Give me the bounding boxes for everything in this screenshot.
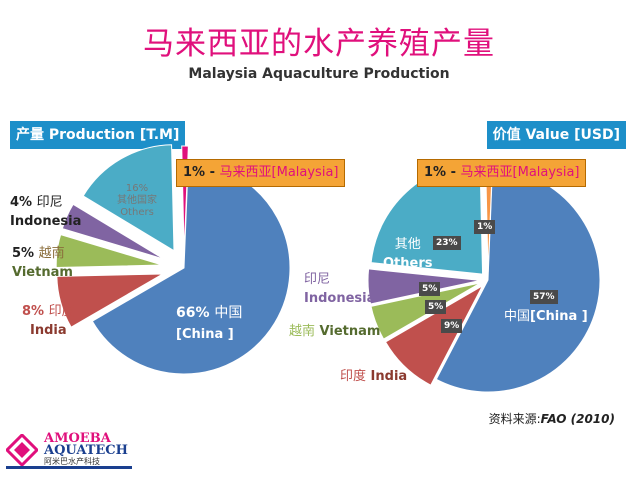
- logo-line1: AMOEBA: [44, 431, 111, 446]
- value-pct-vietnam: 5%: [425, 300, 447, 314]
- production-pie: [55, 144, 291, 375]
- value-pct-indonesia: 5%: [419, 282, 441, 296]
- value-label-china: 中国[China ]: [504, 309, 588, 324]
- pie-slice-indonesia: [61, 203, 165, 260]
- value-chart-title: 价值 Value [USD]: [486, 121, 626, 149]
- page-title: 马来西亚的水产养殖产量: [143, 26, 495, 62]
- pie-slice-others: [82, 144, 175, 252]
- value-malaysia-label: 马来西亚[Malaysia]: [460, 165, 580, 180]
- production-chart-title: 产量 Production [T.M]: [10, 121, 186, 149]
- pie-slice-vietnam: [55, 233, 163, 268]
- production-malaysia-label: 马来西亚[Malaysia]: [219, 165, 339, 180]
- production-malaysia-callout: 1% - 马来西亚[Malaysia]: [176, 159, 346, 187]
- logo-diamond-icon: [6, 434, 38, 466]
- source-note: 资料来源:FAO (2010): [488, 412, 615, 426]
- production-label-india: 8% 印度 India: [22, 304, 75, 338]
- production-label-indonesia: 4% 印尼 Indonesia: [10, 195, 82, 229]
- value-label-others: 其他 Others: [383, 237, 433, 271]
- value-pct-others: 23%: [433, 236, 461, 250]
- logo-line3: 阿米巴水产科技: [44, 457, 100, 466]
- value-label-indonesia: 印尼 Indonesia: [304, 272, 376, 306]
- page-subtitle: Malaysia Aquaculture Production: [188, 66, 450, 82]
- production-label-vietnam: 5% 越南 Vietnam: [12, 246, 73, 280]
- pie-slice-india: [384, 284, 484, 386]
- value-pct-malaysia: 1%: [474, 220, 496, 234]
- pie-slice-india: [56, 273, 164, 328]
- logo-line2: AQUATECH: [44, 443, 128, 458]
- value-pie: [367, 159, 601, 393]
- production-label-china: 66% 中国 [China ]: [176, 305, 243, 342]
- value-pct-india: 9%: [441, 319, 463, 333]
- value-pct-china: 57%: [530, 290, 558, 304]
- production-malaysia-pct: 1%: [183, 165, 206, 180]
- value-label-india: 印度 India: [340, 369, 408, 384]
- value-malaysia-pct: 1%: [424, 165, 447, 180]
- value-label-vietnam: 越南 Vietnam: [289, 324, 381, 339]
- value-malaysia-callout: 1% - 马来西亚[Malaysia]: [417, 159, 587, 187]
- production-label-others: 16% 其他国家 Others: [117, 183, 157, 218]
- logo-underline: [6, 466, 132, 469]
